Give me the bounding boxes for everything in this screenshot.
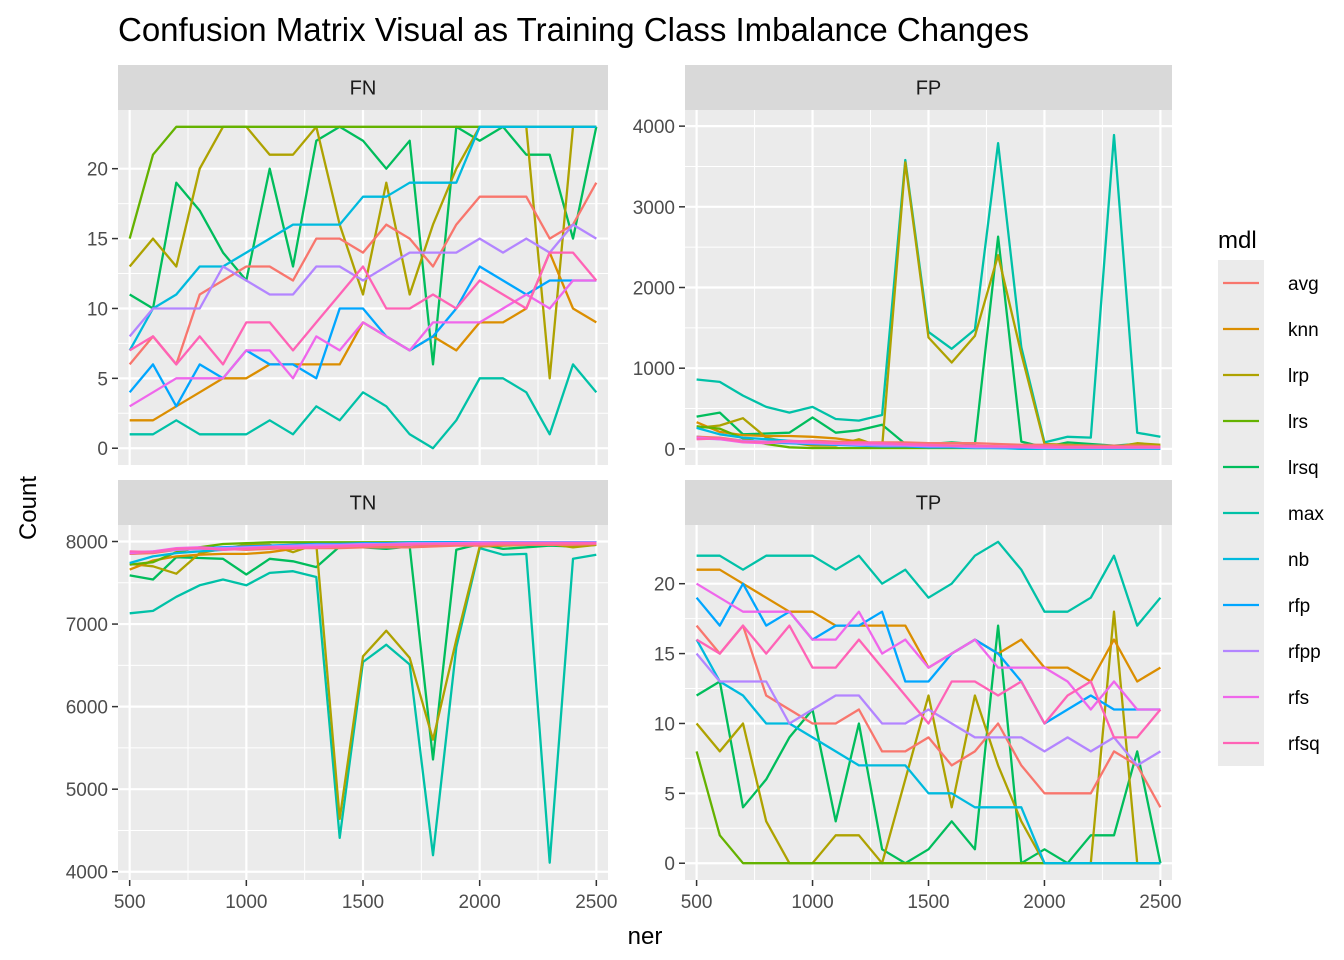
facet-strip bbox=[685, 480, 1172, 525]
series-line-rfp bbox=[128, 265, 597, 408]
legend-item-lrp: lrp bbox=[1218, 352, 1309, 398]
series-line-rfpp bbox=[695, 652, 1161, 767]
legend-item-rfsq: rfsq bbox=[1218, 720, 1320, 766]
series-line-rfs bbox=[696, 582, 1161, 711]
series-line-avg bbox=[128, 182, 598, 366]
legend-item-rfs: rfs bbox=[1218, 674, 1309, 720]
legend-label: avg bbox=[1288, 274, 1319, 295]
y-tick-label: 5 bbox=[664, 784, 675, 805]
legend-label: rfpp bbox=[1288, 642, 1321, 663]
legend-label: lrp bbox=[1288, 366, 1309, 387]
legend-item-rfpp: rfpp bbox=[1218, 628, 1321, 674]
panel-fn: FN 0 5 10 15 20 bbox=[87, 65, 608, 465]
facet-panels: FN 0 5 10 15 20 FP 0 1000 2000 3000 4000 TN 500 1000 15… bbox=[66, 65, 1182, 913]
y-tick-label: 15 bbox=[87, 230, 108, 251]
series-line-rfsq bbox=[696, 437, 1161, 449]
y-tick-label: 20 bbox=[87, 160, 108, 181]
legend-label: rfs bbox=[1288, 688, 1309, 709]
legend-label: rfp bbox=[1288, 596, 1310, 617]
panel-tp: TP 500 1000 1500 2000 2500 0 5 10 15 20 bbox=[654, 480, 1182, 913]
y-tick-label: 7000 bbox=[66, 615, 108, 636]
legend-item-lrs: lrs bbox=[1218, 398, 1308, 444]
legend-item-nb: nb bbox=[1218, 536, 1309, 582]
legend-label: lrsq bbox=[1288, 458, 1319, 479]
legend-item-avg: avg bbox=[1218, 260, 1319, 306]
legend-title: mdl bbox=[1218, 227, 1257, 254]
series-line-rfpp bbox=[128, 223, 597, 338]
y-tick-label: 8000 bbox=[66, 533, 108, 554]
legend-label: max bbox=[1288, 504, 1324, 525]
y-tick-label: 4000 bbox=[633, 117, 675, 138]
legend: mdl avg knn lrp lrs lrsq max nb rfp rfpp rfs rfsq bbox=[1218, 227, 1324, 766]
y-tick-label: 10 bbox=[654, 714, 675, 735]
legend-label: lrs bbox=[1288, 412, 1308, 433]
y-tick-label: 5000 bbox=[66, 780, 108, 801]
y-tick-label: 3000 bbox=[633, 198, 675, 219]
x-tick-label: 2000 bbox=[1023, 892, 1065, 913]
x-tick-label: 1500 bbox=[342, 892, 384, 913]
facet-strip-label: FN bbox=[350, 78, 377, 100]
facet-strip bbox=[118, 480, 608, 525]
x-tick-label: 2000 bbox=[459, 892, 501, 913]
y-tick-label: 4000 bbox=[66, 863, 108, 884]
y-tick-label: 15 bbox=[654, 645, 675, 666]
y-tick-label: 1000 bbox=[633, 359, 675, 380]
y-tick-label: 0 bbox=[664, 854, 675, 875]
legend-item-knn: knn bbox=[1218, 306, 1319, 352]
y-tick-label: 0 bbox=[97, 439, 108, 460]
legend-label: rfsq bbox=[1288, 734, 1320, 755]
x-axis-title: ner bbox=[628, 923, 663, 950]
facet-strip-label: FP bbox=[916, 78, 942, 100]
series-line-lrsq bbox=[129, 125, 598, 366]
legend-item-rfp: rfp bbox=[1218, 582, 1310, 628]
x-tick-label: 1000 bbox=[791, 892, 833, 913]
facet-strip bbox=[685, 65, 1172, 110]
x-tick-label: 1500 bbox=[907, 892, 949, 913]
y-tick-label: 6000 bbox=[66, 698, 108, 719]
x-tick-label: 2500 bbox=[575, 892, 617, 913]
series-line-rfsq bbox=[129, 542, 597, 554]
series-line-nb bbox=[128, 125, 597, 351]
x-tick-label: 500 bbox=[681, 892, 713, 913]
x-tick-label: 2500 bbox=[1139, 892, 1181, 913]
series-line-rfs bbox=[129, 279, 597, 408]
chart-title: Confusion Matrix Visual as Training Clas… bbox=[118, 11, 1029, 48]
y-axis-title: Count bbox=[15, 476, 42, 540]
facet-strip bbox=[118, 65, 608, 110]
panel-fp: FP 0 1000 2000 3000 4000 bbox=[633, 65, 1172, 465]
series-line-nb bbox=[695, 639, 1161, 865]
series-line-lrsq bbox=[696, 624, 1162, 865]
legend-label: nb bbox=[1288, 550, 1309, 571]
facet-strip-label: TN bbox=[350, 493, 377, 515]
legend-item-max: max bbox=[1218, 490, 1324, 536]
series-line-rfsq bbox=[696, 624, 1162, 739]
legend-label: knn bbox=[1288, 320, 1319, 341]
panel-tn: TN 500 1000 1500 2000 2500 4000 5000 6000 7000 800… bbox=[66, 480, 617, 913]
x-tick-label: 500 bbox=[114, 892, 146, 913]
series-line-max bbox=[129, 363, 598, 450]
y-tick-label: 0 bbox=[664, 440, 675, 461]
y-tick-label: 20 bbox=[654, 575, 675, 596]
series-line-avg bbox=[695, 624, 1162, 808]
series-line-rfsq bbox=[129, 251, 598, 366]
facet-strip-label: TP bbox=[916, 493, 942, 515]
y-tick-label: 10 bbox=[87, 299, 108, 320]
y-tick-label: 5 bbox=[97, 369, 108, 390]
series-line-max bbox=[696, 540, 1162, 627]
y-tick-label: 2000 bbox=[633, 279, 675, 300]
legend-item-lrsq: lrsq bbox=[1218, 444, 1319, 490]
x-tick-label: 1000 bbox=[225, 892, 267, 913]
